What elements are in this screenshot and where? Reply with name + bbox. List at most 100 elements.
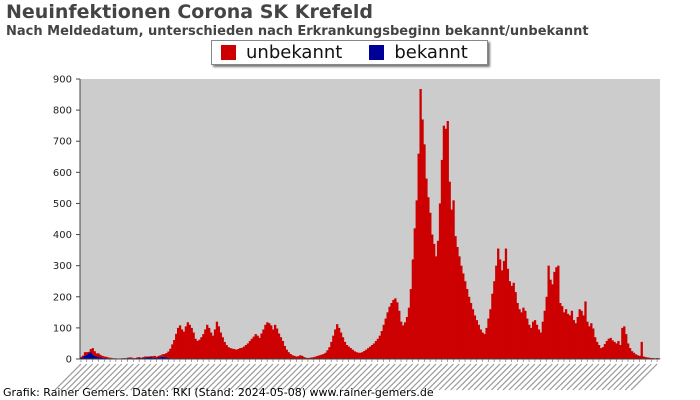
- bar-unbekannt: [194, 338, 197, 359]
- y-tick-label: 500: [53, 199, 72, 210]
- bar-unbekannt: [411, 259, 414, 359]
- x-tick-label: [607, 363, 635, 391]
- bar-unbekannt: [566, 313, 570, 359]
- bar-bekannt: [145, 357, 149, 359]
- bar-unbekannt: [576, 317, 579, 359]
- bar-unbekannt: [440, 159, 444, 359]
- legend-label-unbekannt: unbekannt: [246, 42, 343, 63]
- bar-unbekannt: [155, 356, 158, 359]
- bar-bekannt: [124, 358, 127, 359]
- bar-unbekannt: [627, 343, 630, 359]
- bar-unbekannt: [95, 353, 98, 357]
- bar-unbekannt: [109, 357, 112, 359]
- bar-bekannt: [167, 357, 170, 359]
- bar-unbekannt: [444, 128, 447, 359]
- bar-unbekannt: [402, 325, 405, 359]
- bar-unbekannt: [378, 335, 382, 359]
- bar-unbekannt: [105, 356, 108, 359]
- bar-unbekannt: [103, 356, 106, 359]
- bar-bekannt: [153, 357, 157, 359]
- bar-unbekannt: [144, 356, 147, 358]
- bar-unbekannt: [91, 348, 94, 355]
- bar-unbekannt: [161, 354, 164, 357]
- bar-bekannt: [97, 357, 100, 359]
- bar-unbekannt: [380, 331, 383, 359]
- bar-unbekannt: [260, 333, 263, 359]
- bar-unbekannt: [151, 356, 155, 358]
- bar-unbekannt: [227, 347, 230, 359]
- bar-bekannt: [163, 357, 166, 359]
- x-tick-label: [560, 363, 588, 391]
- bar-bekannt: [99, 357, 102, 359]
- legend-label-bekannt: bekannt: [394, 42, 468, 63]
- bar-bekannt: [151, 357, 155, 359]
- bar-unbekannt: [642, 356, 645, 359]
- bar-unbekannt: [514, 292, 517, 359]
- y-tick-label: 800: [53, 106, 72, 117]
- bar-unbekannt: [403, 322, 407, 359]
- bar-unbekannt: [318, 355, 321, 359]
- bar-unbekannt: [454, 236, 457, 359]
- bar-unbekannt: [184, 326, 188, 359]
- bar-unbekannt: [287, 352, 290, 359]
- bar-unbekannt: [153, 355, 157, 358]
- x-tick-label: [601, 363, 629, 391]
- bar-unbekannt: [510, 285, 513, 359]
- bar-unbekannt: [528, 324, 531, 359]
- bar-unbekannt: [442, 125, 446, 360]
- bar-unbekannt: [221, 337, 224, 359]
- x-tick-label: [438, 363, 466, 391]
- x-tick-label: [543, 363, 571, 391]
- bar-unbekannt: [256, 335, 259, 359]
- x-tick-label: [537, 363, 565, 391]
- bar-unbekannt: [258, 337, 261, 359]
- bar-unbekannt: [400, 321, 403, 359]
- x-tick-label: [630, 363, 658, 391]
- y-tick-label: 900: [53, 75, 72, 86]
- bar-unbekannt: [516, 303, 519, 359]
- bar-unbekannt: [365, 349, 368, 359]
- bar-unbekannt: [369, 346, 372, 359]
- bar-unbekannt: [518, 309, 521, 359]
- bar-unbekannt: [175, 333, 178, 359]
- bar-unbekannt: [574, 323, 577, 359]
- bar-unbekannt: [438, 203, 442, 359]
- bar-unbekannt: [196, 340, 199, 359]
- bar-unbekannt: [431, 234, 434, 359]
- bar-bekannt: [126, 358, 129, 359]
- bar-unbekannt: [246, 343, 250, 359]
- bar-unbekannt: [382, 324, 385, 359]
- bar-unbekannt: [512, 282, 515, 359]
- bar-bekannt: [107, 358, 110, 359]
- bar-unbekannt: [531, 321, 535, 359]
- bar-unbekannt: [481, 332, 484, 359]
- x-tick-label: [613, 363, 641, 391]
- bar-unbekannt: [339, 332, 343, 359]
- bar-unbekannt: [209, 332, 213, 359]
- bar-unbekannt: [297, 356, 300, 359]
- bar-unbekannt: [237, 349, 240, 359]
- bar-unbekannt: [85, 352, 89, 355]
- bar-unbekannt: [254, 334, 257, 359]
- bar-unbekannt: [235, 349, 238, 359]
- bar-unbekannt: [460, 265, 463, 359]
- bar-bekannt: [159, 357, 162, 359]
- bar-unbekannt: [204, 329, 207, 359]
- bar-unbekannt: [147, 356, 151, 358]
- bar-bekannt: [109, 358, 112, 359]
- bar-unbekannt: [192, 332, 195, 359]
- bar-unbekannt: [97, 353, 100, 358]
- bar-unbekannt: [450, 209, 453, 359]
- bar-unbekannt: [640, 341, 643, 359]
- bar-unbekannt: [93, 351, 96, 356]
- bar-unbekannt: [590, 323, 593, 359]
- bar-unbekannt: [452, 200, 455, 359]
- bar-unbekannt: [466, 289, 469, 359]
- bar-bekannt: [161, 356, 164, 359]
- bar-unbekannt: [372, 343, 376, 359]
- y-tick-label: 200: [53, 292, 72, 303]
- bar-unbekannt: [312, 357, 316, 359]
- bar-unbekannt: [295, 356, 298, 359]
- bar-bekannt: [101, 357, 104, 359]
- bar-unbekannt: [374, 340, 378, 359]
